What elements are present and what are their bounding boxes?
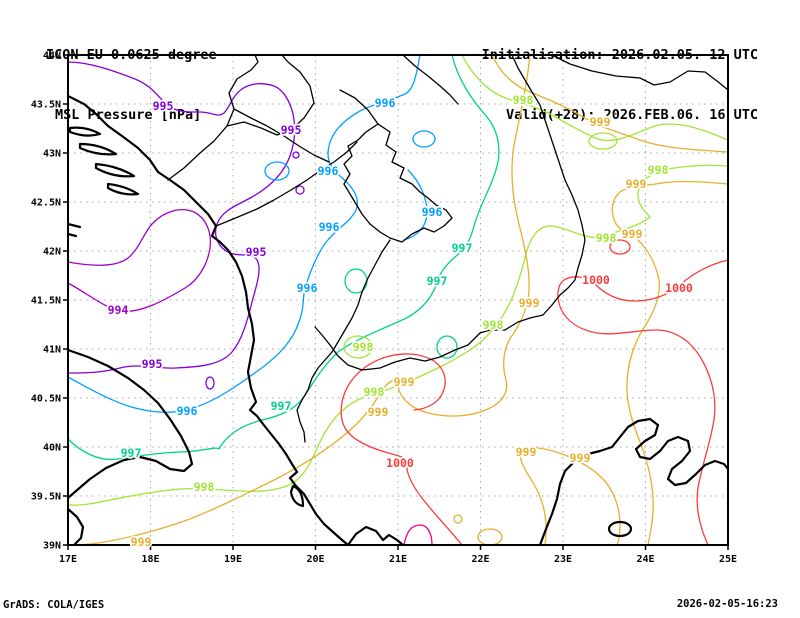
lon-tick-label: 25E [719,554,737,565]
contour-label-1000: 1000 [665,281,693,295]
kosovo-border [343,123,453,243]
serbia-border [233,108,330,163]
island-stub [66,232,78,238]
valid-time: Valid(+28): 2026.FEB.06. 16 UTC [506,107,758,123]
lat-tick-label: 43N [43,149,61,160]
dalmatian-island [106,182,140,196]
albania-macedonia-greece-border [296,239,391,443]
lat-tick-label: 41N [43,345,61,356]
lon-tick-label: 19E [224,554,242,565]
contour-labels: 994 995 995 995 995 996 996 996 996 996 996 997 997 9… [106,91,695,551]
contour-label-995: 995 [281,123,302,137]
lon-tick-label: 24E [636,554,654,565]
axis-labels: 44N 43.5N 43N 42.5N 42N 41.5N 41N 40.5N 40N 39.5N… [31,51,737,566]
grads-credit: GrADS: COLA/IGES [3,599,105,611]
corfu-island [289,484,305,508]
serbia-romania-border [402,54,459,105]
country-borders [167,54,729,443]
adriatic-albanian-coast [66,94,405,547]
contour-label-996: 996 [422,205,443,219]
contour-label-998: 998 [648,163,669,177]
axis-ticks [63,54,729,550]
contour-1000-line [340,239,729,546]
coastlines [66,94,730,547]
contour-label-995: 995 [153,99,174,113]
contour-label-998: 998 [513,93,534,107]
lon-tick-label: 18E [141,554,159,565]
contour-996-line [67,54,436,413]
contour-label-999: 999 [570,451,591,465]
lat-tick-label: 39.5N [31,492,61,503]
contour-label-998: 998 [483,318,504,332]
contour-label-996: 996 [319,220,340,234]
dalmatian-island [68,126,102,137]
lon-tick-label: 17E [59,554,77,565]
montenegro-border [215,141,358,227]
contour-label-1000: 1000 [386,456,414,470]
lon-tick-label: 20E [306,554,324,565]
dalmatian-island [78,142,118,156]
puglia-coast [66,348,194,500]
contour-label-998: 998 [194,480,215,494]
contour-label-996: 996 [297,281,318,295]
contour-995-line [67,61,305,390]
contour-label-995: 995 [246,245,267,259]
contour-label-999: 999 [131,535,152,549]
plot-timestamp: 2026-02-05-16:23 [676,598,778,610]
contour-label-999: 999 [519,296,540,310]
contour-label-998: 998 [353,340,374,354]
danube-border [551,54,729,91]
drina-border [226,54,315,136]
contour-label-997: 997 [427,274,448,288]
lat-tick-label: 39N [43,541,61,552]
contour-label-996: 996 [375,96,396,110]
contour-998-line [67,54,729,506]
contour-label-999: 999 [622,227,643,241]
island-stub [66,222,82,229]
kosovo-serbia-link [339,89,379,125]
contour-label-999: 999 [516,445,537,459]
lat-tick-label: 42.5N [31,198,61,209]
contour-label-997: 997 [271,399,292,413]
dalmatian-island [94,162,136,178]
aegean-chalkidiki-coast [538,417,730,547]
field-title: MSL Pressure [hPa] [55,107,202,123]
lat-tick-label: 41.5N [31,296,61,307]
contour-label-999: 999 [626,177,647,191]
contour-label-994: 994 [108,303,129,317]
contour-lines [67,54,729,546]
contour-label-996: 996 [318,164,339,178]
contour-label-1000: 1000 [582,273,610,287]
contour-label-998: 998 [364,385,385,399]
lat-tick-label: 44N [43,51,61,62]
contour-label-998: 998 [596,231,617,245]
lat-tick-label: 43.5N [31,100,61,111]
lon-tick-label: 23E [554,554,572,565]
calabria-coast [66,507,85,547]
lat-tick-label: 42N [43,247,61,258]
bosnia-border [167,54,259,181]
contour-magenta-line [403,524,433,546]
contour-994-line [67,209,212,313]
contour-label-996: 996 [177,404,198,418]
lon-tick-label: 21E [389,554,407,565]
contour-label-999: 999 [394,375,415,389]
contour-999-line [67,54,729,546]
aegean-island [607,520,633,538]
contour-label-995: 995 [142,357,163,371]
serbia-bulgaria-greece-border [314,54,586,371]
contour-label-997: 997 [452,241,473,255]
contour-label-999: 999 [368,405,389,419]
contour-label-999: 999 [590,115,611,129]
grid-lines [68,55,728,545]
lat-tick-label: 40.5N [31,394,61,405]
lat-tick-label: 40N [43,443,61,454]
lon-tick-label: 22E [471,554,489,565]
contour-label-997: 997 [121,446,142,460]
